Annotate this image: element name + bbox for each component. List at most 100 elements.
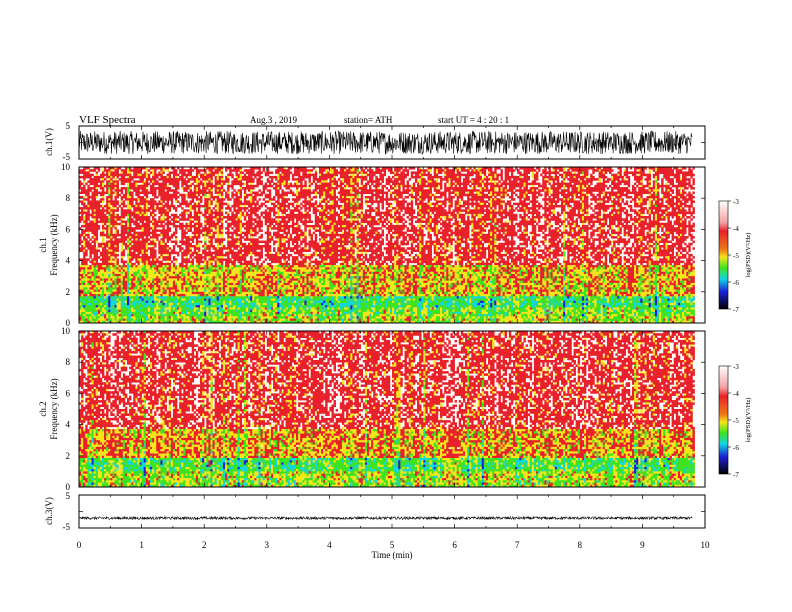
spectrogram-cell [225, 195, 228, 199]
spectrogram-cell [504, 184, 508, 188]
spectrogram-cell [124, 191, 128, 195]
spectrogram-cell [611, 200, 614, 203]
spectrogram-cell [586, 169, 589, 172]
spectrogram-cell [577, 204, 581, 208]
spectrogram-cell [304, 173, 307, 177]
spectrogram-cell [650, 204, 654, 208]
spectrogram-cell [375, 198, 378, 201]
spectrogram-cell [162, 195, 165, 199]
spectrogram-cell [143, 204, 147, 208]
spectrogram-cell [81, 182, 84, 186]
spectrogram-cell [510, 195, 514, 199]
spectrogram-cell [648, 184, 652, 188]
spectrogram-cell [563, 213, 566, 217]
spectrogram-cell [473, 182, 476, 186]
spectrogram-cell [266, 211, 270, 215]
spectrogram-cell [492, 184, 495, 188]
spectrogram-cell [525, 207, 528, 210]
spectrogram-cell [369, 187, 372, 190]
spectrogram-cell [377, 184, 380, 188]
spectrogram-cell [187, 178, 190, 181]
spectrogram-cell [300, 211, 303, 215]
spectrogram-cell [659, 216, 662, 219]
spectrogram-cell [667, 189, 670, 192]
spectrogram-cell [652, 167, 656, 170]
spectrogram-cell [575, 200, 579, 203]
spectrogram-cell [394, 169, 397, 172]
spectrogram-cell [377, 213, 380, 217]
spectrogram-cell [652, 184, 656, 188]
spectrogram-cell [621, 198, 624, 201]
spectrogram-cell [444, 182, 447, 186]
spectrogram-cell [444, 178, 447, 181]
spectrogram-cell [531, 189, 535, 192]
spectrogram-cell [433, 216, 437, 219]
spectrogram-cell [490, 200, 493, 203]
spectrogram-cell [396, 167, 399, 170]
spectrogram-cell [231, 211, 234, 215]
spectrogram-cell [663, 184, 666, 188]
spectrogram-cell [277, 189, 280, 192]
spectrogram-cell [258, 182, 261, 186]
spectrogram-cell [623, 169, 627, 172]
spectrogram-cell [425, 209, 428, 212]
spectrogram-cell [648, 191, 652, 195]
spectrogram-cell [145, 184, 149, 188]
spectrogram-cell [565, 200, 568, 203]
spectrogram-cell [648, 200, 652, 203]
spectrogram-cell [293, 184, 297, 188]
spectrogram-cell [679, 178, 683, 181]
spectrogram-cell [277, 173, 280, 177]
spectrogram-cell [446, 178, 449, 181]
spectrogram-cell [120, 207, 124, 210]
spectrogram-cell [523, 193, 526, 197]
spectrogram-cell [433, 202, 437, 206]
spectrogram-cell [318, 184, 322, 188]
spectrogram-cell [344, 175, 347, 179]
spectrogram-cell [314, 216, 318, 219]
spectrogram-cell [344, 207, 347, 210]
spectrogram-cell [256, 200, 259, 203]
spectrogram-cell [273, 175, 276, 179]
spectrogram-cell [604, 204, 608, 208]
spectrogram-cell [285, 173, 288, 177]
spectrogram-cell [665, 204, 668, 208]
spectrogram-cell [218, 193, 222, 197]
spectrogram-cell [475, 207, 478, 210]
spectrogram-cell [462, 187, 466, 190]
spectrogram-cell [454, 189, 457, 192]
spectrogram-cell [235, 180, 238, 183]
spectrogram-cell [579, 204, 583, 208]
spectrogram-cell [467, 175, 470, 179]
spectrogram-cell [504, 180, 508, 183]
spectrogram-cell [435, 175, 439, 179]
spectrogram-cell [308, 204, 311, 208]
spectrogram-cell [300, 184, 303, 188]
spectrogram-cell [389, 198, 393, 201]
spectrogram-cell [321, 191, 324, 195]
spectrogram-cell [126, 198, 130, 201]
spectrogram-cell [101, 195, 105, 199]
spectrogram-cell [137, 195, 140, 199]
spectrogram-cell [494, 184, 497, 188]
spectrogram-cell [268, 184, 272, 188]
spectrogram-cell [538, 204, 541, 208]
spectrogram-cell [425, 202, 428, 206]
spectrogram-cell [233, 189, 236, 192]
spectrogram-cell [410, 175, 414, 179]
spectrogram-cell [654, 202, 658, 206]
spectrogram-cell [652, 207, 656, 210]
spectrogram-cell [220, 209, 224, 212]
spectrogram-cell [129, 182, 132, 186]
spectrogram-cell [544, 191, 547, 195]
spectrogram-cell [569, 180, 572, 183]
spectrogram-cell [158, 187, 161, 190]
spectrogram-cell [158, 193, 161, 197]
spectrogram-cell [95, 184, 99, 188]
spectrogram-cell [118, 178, 122, 181]
spectrogram-cell [264, 184, 268, 188]
spectrogram-cell [156, 204, 159, 208]
spectrogram-cell [137, 171, 140, 174]
spectrogram-cell [483, 189, 487, 192]
spectrogram-cell [254, 191, 257, 195]
